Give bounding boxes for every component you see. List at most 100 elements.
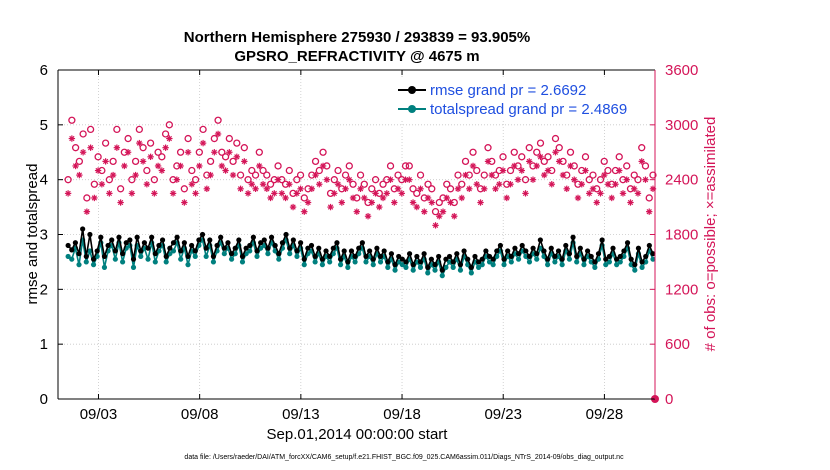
obs-assimilated-point xyxy=(552,149,559,156)
rmse-point xyxy=(377,253,384,260)
obs-assimilated-point xyxy=(398,190,405,197)
rmse-point xyxy=(76,251,82,257)
totalspread-point xyxy=(385,264,391,270)
obs-possible-point xyxy=(165,121,173,129)
obs-possible-point xyxy=(236,171,245,179)
obs-possible-point xyxy=(180,185,188,193)
rmse-point xyxy=(149,234,155,240)
y2-axis-label: # of obs: o=possible; ×=assimilated xyxy=(702,117,719,352)
obs-possible-point xyxy=(210,134,218,143)
obs-assimilated-point xyxy=(574,194,582,202)
rmse-point xyxy=(167,245,173,251)
rmse-point xyxy=(65,242,71,249)
totalspread-point xyxy=(265,251,271,257)
obs-assimilated-point xyxy=(72,162,79,170)
rmse-point xyxy=(646,242,652,249)
obs-possible-point xyxy=(86,125,95,134)
totalspread-point xyxy=(403,264,409,270)
y2-tick-label: 3600 xyxy=(665,62,698,79)
rmse-point xyxy=(265,245,271,251)
obs-possible-point xyxy=(469,148,477,156)
obs-assimilated-point xyxy=(428,199,435,206)
rmse-point xyxy=(359,240,365,246)
y2-tick-label: 2400 xyxy=(665,172,698,189)
rmse-point xyxy=(472,253,478,260)
obs-possible-point xyxy=(146,139,155,147)
obs-possible-point xyxy=(274,162,282,170)
obs-possible-point xyxy=(623,162,631,170)
obs-possible-point xyxy=(645,194,653,202)
rmse-point xyxy=(566,251,573,257)
obs-assimilated-point xyxy=(154,162,162,170)
obs-assimilated-point xyxy=(346,176,353,183)
rmse-point xyxy=(232,245,238,251)
obs-assimilated-point xyxy=(357,185,364,193)
obs-assimilated-point xyxy=(184,149,192,156)
totalspread-point xyxy=(254,253,260,260)
rmse-point xyxy=(163,253,169,260)
obs-assimilated-point xyxy=(413,203,420,211)
totalspread-point xyxy=(352,259,358,265)
rmse-point xyxy=(236,237,242,243)
rmse-point xyxy=(563,242,569,249)
legend-rmse-label: rmse grand pr = 2.6692 xyxy=(430,82,586,99)
rmse-point xyxy=(330,245,336,251)
obs-possible-point xyxy=(64,176,72,184)
obs-possible-point xyxy=(214,116,222,124)
obs-possible-point xyxy=(638,144,646,152)
rmse-point xyxy=(443,256,449,262)
rmse-point xyxy=(555,248,562,254)
rmse-point xyxy=(348,248,355,254)
obs-assimilated-point xyxy=(102,158,109,165)
totalspread-point xyxy=(650,256,656,262)
rmse-point xyxy=(406,251,413,257)
totalspread-point xyxy=(69,256,75,262)
obs-possible-point xyxy=(90,180,99,188)
obs-count-series xyxy=(64,116,659,403)
obs-possible-point xyxy=(435,198,443,207)
obs-possible-point xyxy=(413,189,421,198)
obs-possible-point xyxy=(266,180,275,188)
obs-assimilated-point xyxy=(454,185,462,193)
obs-assimilated-point xyxy=(237,185,244,193)
rmse-point xyxy=(417,259,424,265)
totalspread-point xyxy=(312,259,318,265)
obs-assimilated-point xyxy=(68,135,76,142)
rmse-point xyxy=(239,253,246,260)
rmse-point xyxy=(341,248,347,254)
rmse-point xyxy=(595,251,602,257)
rmse-point xyxy=(581,256,587,262)
obs-assimilated-point xyxy=(304,199,312,206)
totalspread-point xyxy=(301,262,307,268)
rmse-point xyxy=(192,248,198,254)
obs-assimilated-point xyxy=(432,222,439,229)
obs-possible-point xyxy=(431,208,440,216)
obs-assimilated-point xyxy=(469,162,477,170)
totalspread-point xyxy=(101,264,108,270)
rmse-point xyxy=(141,240,148,246)
obs-assimilated-point xyxy=(349,194,357,202)
obs-possible-point xyxy=(536,139,545,147)
rmse-point xyxy=(421,251,427,257)
rmse-point xyxy=(116,234,122,240)
rmse-point xyxy=(584,248,591,254)
rmse-point xyxy=(105,242,111,249)
obs-possible-point xyxy=(101,139,110,147)
obs-possible-point xyxy=(158,153,166,161)
rmse-point xyxy=(337,256,344,262)
rmse-point xyxy=(69,247,75,253)
rmse-point xyxy=(210,253,217,260)
obs-assimilated-point xyxy=(529,176,537,183)
obs-possible-point xyxy=(458,180,466,188)
y2-tick-label: 1800 xyxy=(665,227,698,244)
obs-possible-point xyxy=(566,148,575,156)
obs-possible-point xyxy=(634,176,642,184)
totalspread-point xyxy=(170,248,177,254)
y2-tick-label: 0 xyxy=(665,391,673,408)
x-tick-label: 09/13 xyxy=(282,406,320,423)
obs-possible-point xyxy=(94,153,102,161)
obs-assimilated-point xyxy=(424,194,432,202)
obs-assimilated-point xyxy=(113,144,121,151)
obs-possible-point xyxy=(259,166,267,175)
obs-assimilated-point xyxy=(567,162,574,170)
